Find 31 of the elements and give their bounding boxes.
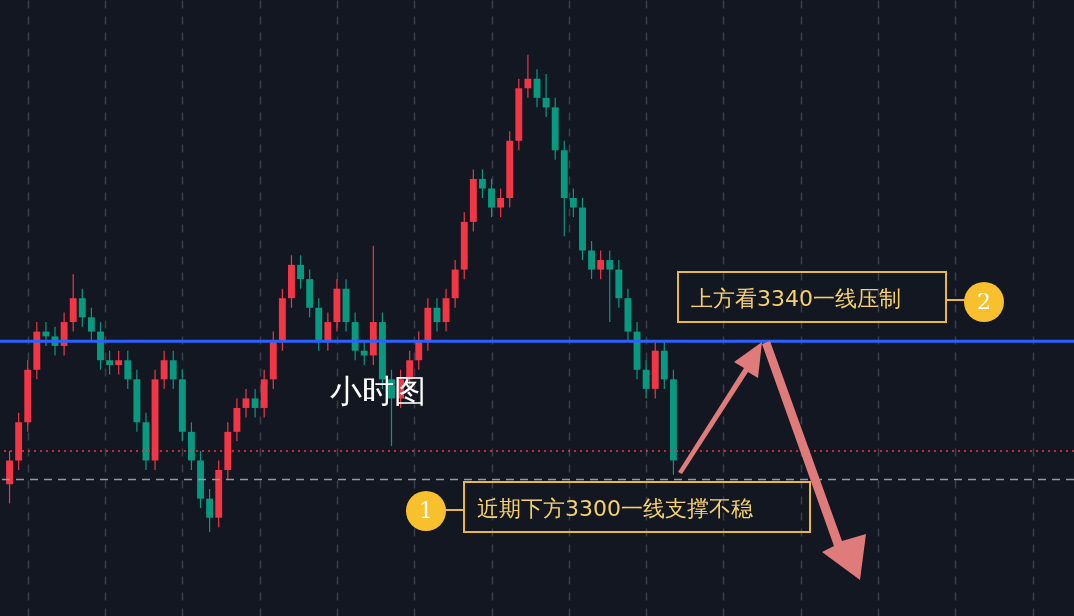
candlestick: [251, 388, 259, 419]
candlestick: [297, 254, 304, 290]
candlestick: [488, 178, 495, 218]
candlestick: [524, 54, 532, 99]
candlestick: [233, 397, 241, 442]
candlestick: [478, 168, 486, 199]
candlestick: [87, 307, 95, 342]
candlestick: [642, 359, 650, 400]
candlestick: [160, 350, 168, 390]
candlestick: [69, 273, 77, 333]
annotation: 近期下方3300一线支撑不稳: [463, 481, 811, 533]
candlestick: [597, 249, 605, 280]
candlestick: [606, 249, 614, 323]
annotation: 1: [406, 491, 446, 531]
candlestick: [124, 350, 132, 390]
candlestick: [542, 73, 550, 118]
candlestick: [106, 350, 114, 376]
candlestick: [442, 288, 450, 333]
candlestick: [60, 311, 68, 357]
candlestick: [588, 240, 596, 280]
candlestick: [206, 488, 214, 533]
candlestick: [169, 350, 177, 390]
candlestick: [242, 388, 250, 419]
candlestick: [569, 187, 577, 218]
annotation: 2: [964, 282, 1004, 322]
candlestick: [497, 187, 505, 218]
annotation: 上方看3340一线压制: [677, 271, 947, 323]
candlestick: [78, 288, 86, 328]
candlestick: [324, 311, 332, 352]
candlestick: [415, 331, 423, 371]
candlestick: [115, 350, 123, 376]
